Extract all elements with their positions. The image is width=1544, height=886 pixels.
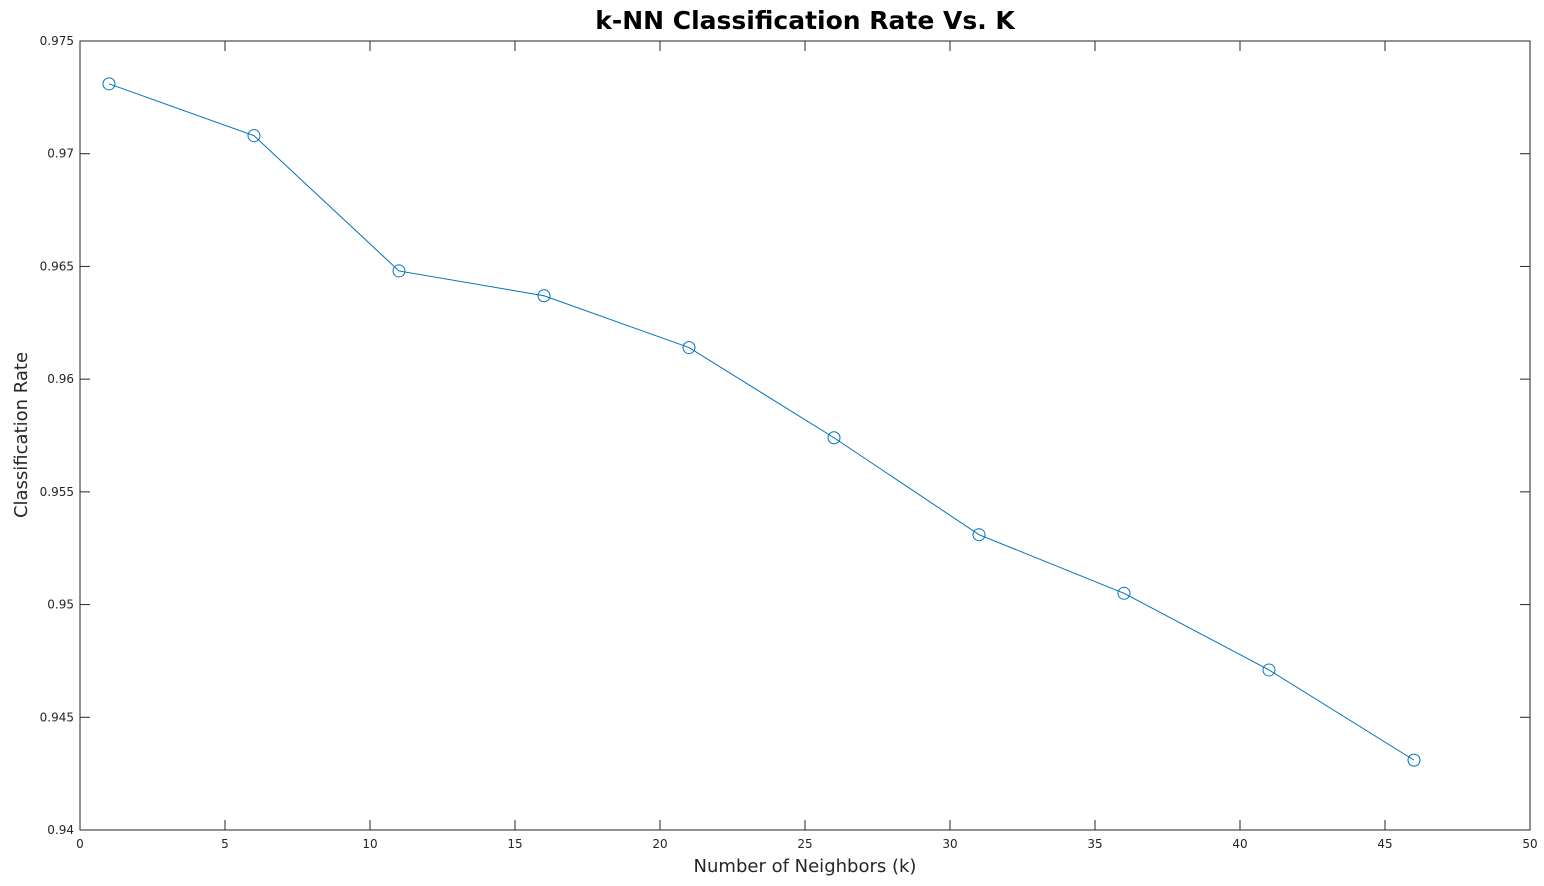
x-tick-label: 10: [362, 837, 377, 851]
x-tick-label: 15: [507, 837, 522, 851]
x-tick-label: 20: [652, 837, 667, 851]
x-tick-label: 45: [1377, 837, 1392, 851]
plot-frame: [79, 40, 1531, 831]
data-point-marker: [247, 129, 261, 143]
y-axis-label: Classification Rate: [11, 352, 32, 518]
x-tick-label: 30: [942, 837, 957, 851]
data-point-marker: [1262, 663, 1276, 677]
data-point-marker: [392, 264, 406, 278]
data-point-marker: [1117, 586, 1131, 600]
x-tick-label: 40: [1232, 837, 1247, 851]
y-tick-label: 0.965: [40, 259, 74, 273]
tick-labels-group: 0 5 10 15 20 25 30 35 40 45 50 0.94 0.945 0.95 0.955 0.…: [40, 34, 1538, 851]
y-tick-label: 0.96: [47, 372, 74, 386]
x-tick-label: 50: [1522, 837, 1537, 851]
x-tick-label: 25: [797, 837, 812, 851]
data-point-marker: [972, 528, 986, 542]
x-tick-label: 0: [76, 837, 84, 851]
data-point-marker: [1407, 753, 1421, 767]
series-group: [102, 77, 1421, 767]
data-point-marker: [682, 341, 696, 355]
plot-background: [80, 41, 1530, 830]
y-tick-label: 0.94: [47, 823, 74, 837]
y-tick-label: 0.97: [47, 147, 74, 161]
y-tick-label: 0.975: [40, 34, 74, 48]
y-tick-label: 0.945: [40, 710, 74, 724]
data-point-marker: [827, 431, 841, 445]
y-tick-label: 0.955: [40, 485, 74, 499]
x-tick-label: 35: [1087, 837, 1102, 851]
data-point-marker: [102, 77, 116, 91]
chart-title: k-NN Classification Rate Vs. K: [595, 6, 1016, 35]
series-line: [108, 83, 1415, 761]
y-tick-label: 0.95: [47, 598, 74, 612]
x-tick-label: 5: [221, 837, 229, 851]
data-point-marker: [537, 289, 551, 303]
x-axis-label: Number of Neighbors (k): [694, 856, 917, 877]
